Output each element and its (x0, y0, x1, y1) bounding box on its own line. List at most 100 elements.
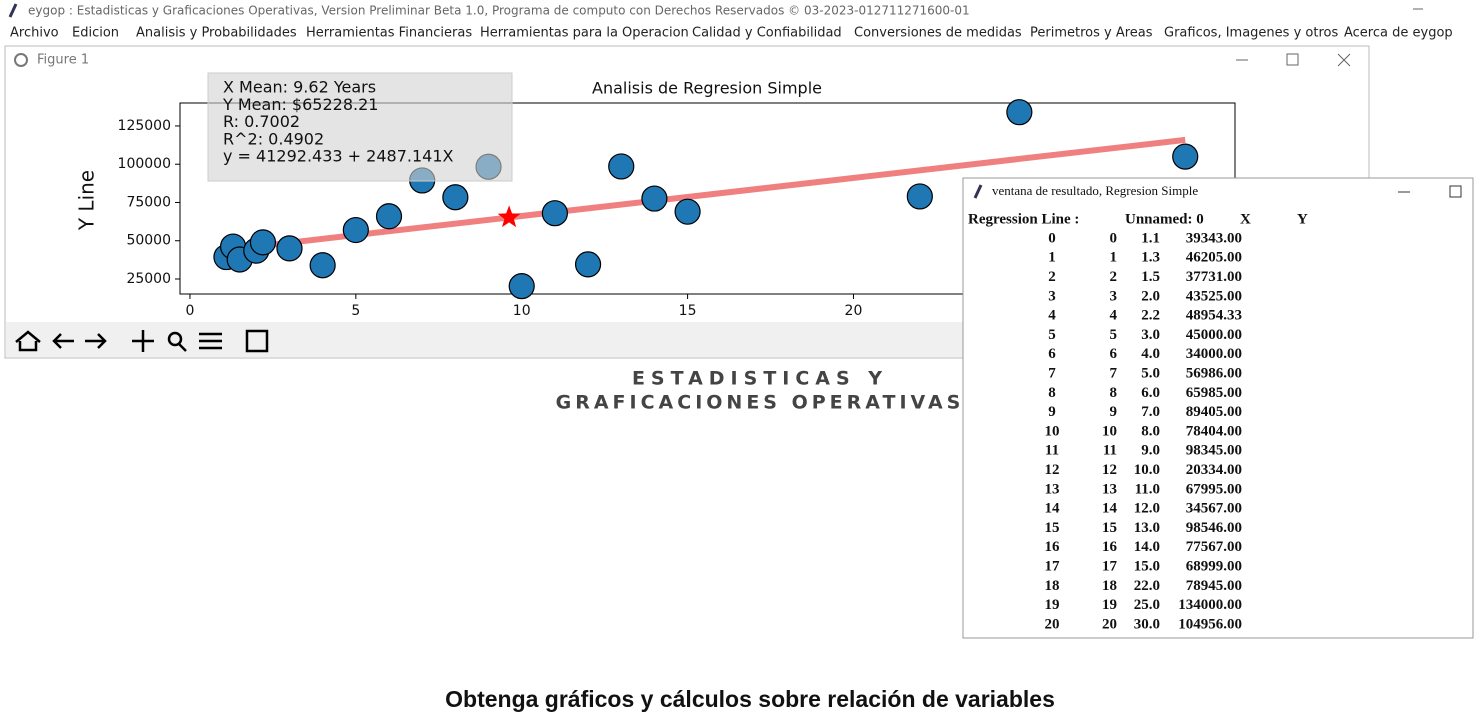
save-button[interactable] (245, 329, 269, 353)
point (674, 198, 701, 225)
menu-item[interactable]: Acerca de eygop (1344, 26, 1453, 41)
home-button[interactable] (15, 330, 41, 352)
y-tick-label: 100000 (118, 156, 171, 172)
close[interactable] (1337, 53, 1351, 67)
forward-button[interactable] (85, 333, 107, 349)
table-cell: 1.1 (1141, 230, 1160, 246)
table-cell: 134000.00 (1178, 597, 1242, 613)
menu-item[interactable]: Archivo (10, 26, 59, 41)
point (641, 185, 668, 212)
logo-line: GRAFICACIONES OPERATIVAS (556, 392, 965, 414)
configure-button[interactable] (199, 332, 222, 350)
zoom-handle (178, 343, 187, 352)
table-cell: 12 (1045, 462, 1060, 478)
table-cell: 20334.00 (1186, 462, 1242, 478)
point (1006, 99, 1033, 126)
menu-item[interactable]: Conversiones de medidas (854, 26, 1022, 41)
table-cell: 9.0 (1141, 443, 1160, 459)
table-cell: 10.0 (1134, 462, 1160, 478)
back-button[interactable] (52, 333, 74, 349)
table-cell: 98546.00 (1186, 520, 1242, 536)
logo-line: ESTADISTICAS Y (632, 368, 888, 390)
point (508, 273, 535, 300)
annotation-box (207, 72, 513, 182)
mean-point (497, 205, 521, 228)
chart-title: Analisis de Regresion Simple (592, 79, 822, 98)
table-cell: 0 (1110, 230, 1118, 246)
menu-item[interactable]: Perimetros y Areas (1030, 26, 1153, 41)
table-cell: 20 (1102, 616, 1117, 632)
table-cell: 10 (1045, 423, 1060, 439)
table-cell: 104956.00 (1178, 616, 1242, 632)
table-cell: 4 (1048, 308, 1056, 324)
table-cell: 65985.00 (1186, 385, 1242, 401)
app-title: eygop : Estadisticas y Graficaciones Ope… (28, 4, 970, 18)
table-cell: 3 (1048, 288, 1056, 304)
table-cell: 3.0 (1141, 327, 1160, 343)
menu-item[interactable]: Graficos, Imagenes y otros (1164, 26, 1338, 41)
menu-item[interactable]: Herramientas Financieras (306, 26, 472, 41)
table-cell: 34000.00 (1186, 346, 1242, 362)
pan-button[interactable] (132, 330, 154, 352)
table-cell: 8 (1048, 385, 1056, 401)
results-window (962, 177, 1474, 639)
zoom-button[interactable] (167, 331, 183, 347)
annotation-line: Y Mean: $65228.21 (222, 95, 378, 114)
table-cell: 89405.00 (1186, 404, 1242, 420)
table-cell: 3 (1110, 288, 1118, 304)
table-cell: 1.5 (1141, 269, 1160, 285)
menu-item[interactable]: Analisis y Probabilidades (136, 26, 297, 41)
table-cell: 98345.00 (1186, 443, 1242, 459)
table-cell: 15 (1102, 520, 1117, 536)
app-icon (8, 3, 18, 18)
table-cell: 78945.00 (1186, 578, 1242, 594)
y-tick-label: 75000 (126, 194, 171, 210)
table-cell: 22.0 (1134, 578, 1160, 594)
table-cell: 4 (1110, 308, 1118, 324)
table-cell: 2.2 (1141, 308, 1160, 324)
results-table: 0 0 1.1 39343.001 1 1.3 46205.002 2 1.5 37731.003… (1045, 230, 1243, 632)
table-cell: 11 (1045, 443, 1059, 459)
point (574, 251, 602, 278)
table-cell: 12.0 (1134, 501, 1160, 517)
table-cell: 78404.00 (1186, 423, 1242, 439)
table-cell: 6 (1110, 346, 1118, 362)
figure-title: Figure 1 (37, 53, 89, 68)
table-cell: 67995.00 (1186, 481, 1242, 497)
maximize[interactable] (1449, 185, 1462, 198)
table-cell: 14 (1045, 501, 1061, 517)
point (1172, 143, 1199, 170)
table-cell: 34567.00 (1186, 501, 1242, 517)
table-cell: 5 (1048, 327, 1056, 343)
table-cell: 1 (1048, 250, 1056, 266)
maximize[interactable] (1286, 53, 1299, 66)
menu-item[interactable]: Herramientas para la Operacion (480, 26, 689, 41)
table-cell: 30.0 (1134, 616, 1160, 632)
table-cell: 11 (1103, 443, 1117, 459)
y-tick-label: 25000 (126, 271, 171, 287)
point (541, 200, 568, 227)
table-cell: 5 (1110, 327, 1118, 343)
table-cell: 17 (1045, 559, 1061, 575)
table-cell: 5.0 (1141, 366, 1160, 382)
table-cell: 8.0 (1141, 423, 1160, 439)
table-cell: 4.0 (1141, 346, 1160, 362)
table-cell: 39343.00 (1186, 230, 1242, 246)
x-tick-label: 5 (351, 303, 360, 319)
menu-item[interactable]: Calidad y Confiabilidad (692, 26, 842, 41)
toolbar-icons (15, 329, 269, 353)
point (342, 216, 369, 244)
table-cell: 12 (1102, 462, 1117, 478)
annotation-line: R: 0.7002 (223, 112, 300, 131)
column-header: X (1240, 211, 1251, 227)
table-cell: 16 (1045, 539, 1061, 555)
results-label: Regression Line : (968, 211, 1079, 227)
table-cell: 43525.00 (1186, 288, 1242, 304)
table-cell: 10 (1102, 423, 1117, 439)
table-cell: 25.0 (1134, 597, 1160, 613)
menu-item[interactable]: Edicion (72, 26, 119, 41)
point (906, 183, 933, 210)
table-cell: 15 (1045, 520, 1060, 536)
